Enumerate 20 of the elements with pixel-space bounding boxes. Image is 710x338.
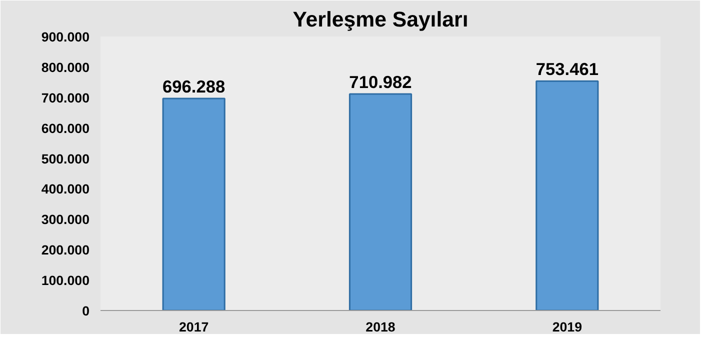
y-tick-label: 300.000 [41, 212, 90, 228]
y-tick-label: 500.000 [41, 151, 90, 166]
y-tick-label: 0 [82, 304, 90, 318]
x-tick-label: 2018 [366, 320, 396, 334]
chart-title: Yerleşme Sayıları [292, 8, 468, 32]
y-tick-label: 600.000 [41, 120, 90, 136]
bar [536, 80, 599, 310]
y-tick-label: 800.000 [41, 60, 90, 75]
y-tick-label: 900.000 [41, 30, 90, 44]
y-tick-label: 700.000 [41, 90, 90, 106]
x-tick-label: 2019 [552, 320, 582, 334]
y-tick-label: 100.000 [41, 273, 90, 288]
bar [348, 93, 412, 310]
data-label: 696.288 [162, 76, 226, 97]
bar [162, 98, 226, 310]
data-label: 710.982 [349, 72, 412, 92]
y-tick-label: 200.000 [41, 242, 90, 258]
data-label: 753.461 [536, 59, 599, 80]
y-tick-label: 400.000 [41, 182, 90, 197]
x-tick-label: 2017 [179, 320, 209, 334]
